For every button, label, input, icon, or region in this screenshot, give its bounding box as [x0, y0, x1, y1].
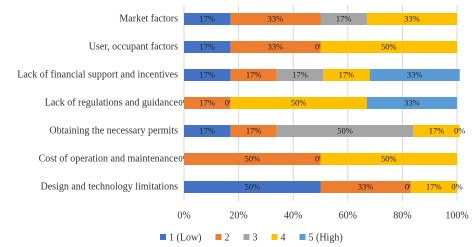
data-label: 33% — [358, 181, 374, 191]
legend-label: 3 — [253, 232, 258, 243]
bar-segment — [184, 13, 231, 25]
data-label: 17% — [426, 181, 442, 191]
legend-label: 5 (High) — [309, 232, 343, 243]
legend-swatch — [271, 234, 278, 240]
data-label: 17% — [199, 97, 215, 107]
x-tick-label: 40% — [284, 210, 302, 221]
data-label: 33% — [407, 69, 423, 79]
data-label: 17% — [246, 125, 262, 135]
bar-segment — [184, 97, 231, 109]
data-label: 17% — [429, 125, 445, 135]
data-label: 33% — [268, 41, 284, 51]
bar-segment — [320, 41, 457, 53]
data-label: 17% — [339, 69, 355, 79]
data-label: 33% — [404, 97, 420, 107]
y-tick-label: Market factors — [119, 13, 178, 24]
bar-segment — [369, 69, 460, 81]
data-label: 17% — [292, 69, 308, 79]
data-label: 17% — [336, 13, 352, 23]
bar-segment — [230, 97, 367, 109]
bar-segment — [276, 125, 414, 137]
x-tick-label: 80% — [393, 210, 411, 221]
bar-segment — [184, 125, 231, 137]
bar-segment — [184, 153, 321, 165]
data-label: 50% — [381, 153, 397, 163]
y-tick-label: Design and technology limitations — [41, 181, 179, 192]
bar-segment — [413, 125, 460, 137]
bar-segment — [230, 41, 321, 53]
bar-segment — [320, 181, 411, 193]
bar-segment — [410, 181, 457, 193]
data-label: 17% — [246, 69, 262, 79]
data-label: 50% — [244, 181, 260, 191]
legend-swatch — [243, 234, 250, 240]
bar-segment — [276, 69, 324, 81]
y-tick-label: Lack of financial support and incentives — [17, 69, 178, 80]
bar-segment — [230, 125, 277, 137]
data-label: 0% — [454, 125, 465, 135]
bar-segment — [230, 13, 321, 25]
data-label: 50% — [291, 97, 307, 107]
bar-segment — [320, 153, 457, 165]
data-label: 17% — [199, 41, 215, 51]
legend-swatch — [299, 234, 306, 240]
data-label: 50% — [244, 153, 260, 163]
bar-segment — [366, 97, 457, 109]
bar-segment — [323, 69, 370, 81]
bar-segment — [184, 69, 231, 81]
data-label: 17% — [199, 69, 215, 79]
x-tick-label: 20% — [229, 210, 247, 221]
data-label: 33% — [268, 13, 284, 23]
data-label: 50% — [381, 41, 397, 51]
legend-swatch — [215, 234, 222, 240]
data-label: 50% — [337, 125, 353, 135]
x-tick-label: 0% — [177, 210, 190, 221]
x-tick-label: 60% — [339, 210, 357, 221]
y-tick-label: Obtaining the necessary permits — [49, 125, 178, 136]
y-tick-label: User, occupant factors — [89, 41, 178, 52]
y-tick-label: Lack of regulations and guidance — [45, 97, 179, 108]
bar-segment — [184, 41, 231, 53]
x-tick-label: 100% — [445, 210, 468, 221]
legend-label: 1 (Low) — [169, 232, 202, 243]
bar-segment — [366, 13, 457, 25]
data-label: 17% — [199, 13, 215, 23]
y-tick-label: Cost of operation and maintenance — [39, 153, 179, 164]
legend-label: 2 — [225, 232, 230, 243]
data-label: 33% — [404, 13, 420, 23]
legend-swatch — [160, 234, 166, 240]
bar-segment — [230, 69, 277, 81]
bar-segment — [184, 181, 321, 193]
data-label: 0% — [451, 181, 462, 191]
bar-segment — [320, 13, 367, 25]
legend-label: 4 — [281, 232, 286, 243]
data-label: 17% — [199, 125, 215, 135]
